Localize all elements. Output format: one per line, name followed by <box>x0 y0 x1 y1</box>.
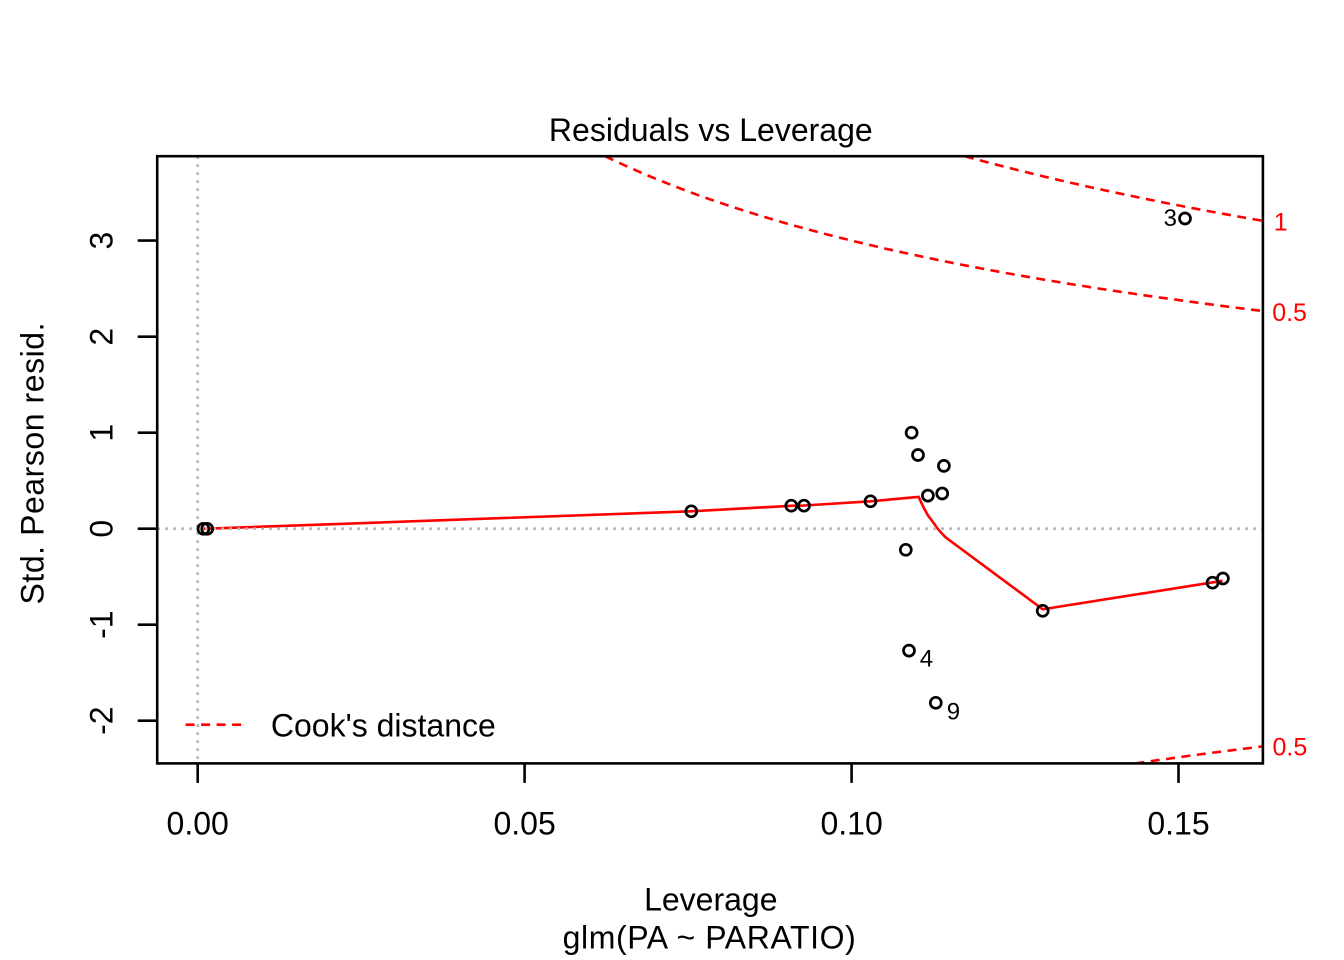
svg-text:Leverage: Leverage <box>644 882 777 918</box>
svg-text:Cook's distance: Cook's distance <box>271 708 496 744</box>
svg-text:0: 0 <box>84 520 120 538</box>
svg-text:-2: -2 <box>84 706 120 734</box>
svg-text:0.00: 0.00 <box>167 806 229 842</box>
svg-text:3: 3 <box>1164 205 1177 232</box>
svg-text:1: 1 <box>1274 208 1288 236</box>
svg-text:0.5: 0.5 <box>1272 299 1307 327</box>
svg-text:Residuals vs Leverage: Residuals vs Leverage <box>549 112 873 148</box>
svg-text:0.15: 0.15 <box>1147 806 1209 842</box>
svg-text:0.5: 0.5 <box>1273 734 1308 762</box>
svg-text:0.10: 0.10 <box>820 806 882 842</box>
svg-text:-1: -1 <box>84 610 120 638</box>
svg-text:1: 1 <box>84 424 120 442</box>
svg-text:4: 4 <box>920 645 933 672</box>
svg-text:0.05: 0.05 <box>493 806 555 842</box>
svg-text:3: 3 <box>84 232 120 250</box>
svg-text:glm(PA ~ PARATIO): glm(PA ~ PARATIO) <box>563 919 857 955</box>
svg-text:Std. Pearson resid.: Std. Pearson resid. <box>15 322 51 605</box>
svg-text:9: 9 <box>947 699 960 726</box>
svg-text:2: 2 <box>84 328 120 346</box>
